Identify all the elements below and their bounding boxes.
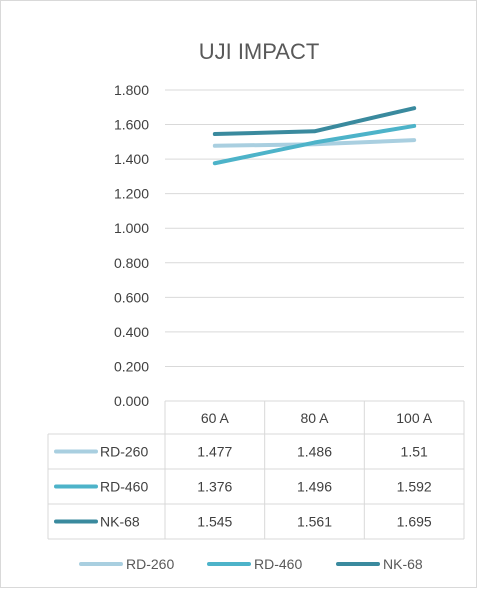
series-lines [212,106,417,166]
data-table: 60 A 80 A 100 A RD-260 1.477 1.486 1.51 RD-460 1… [47,401,465,540]
series-line-nk-68 [212,106,417,137]
y-tick-label: 1.200 [114,186,149,202]
table-row-header: NK-68 [100,514,140,530]
chart-title: UJI IMPACT [199,39,320,64]
y-tick-label: 0.800 [114,255,149,271]
legend-label: RD-460 [254,556,302,572]
gridlines [165,89,464,402]
data-value-cell: 1.51 [401,444,428,460]
y-tick-label: 0.400 [114,324,149,340]
data-value-cell: 1.561 [297,514,332,530]
series-line-rd-460 [212,123,417,166]
data-value-cell: 1.496 [297,479,332,495]
table-row-header: RD-260 [100,444,148,460]
data-value-cell: 1.695 [397,514,432,530]
y-tick-label: 1.600 [114,117,149,133]
table-row-header: RD-460 [100,479,148,495]
y-tick-label: 0.600 [114,289,149,305]
data-value-cell: 1.477 [197,444,232,460]
x-category-label: 60 A [201,410,230,426]
data-value-cell: 1.592 [397,479,432,495]
y-axis-ticks: 0.000 0.200 0.400 0.600 0.800 1.000 1.200 1.400… [114,82,149,409]
legend-label: NK-68 [383,556,423,572]
y-tick-label: 1.000 [114,220,149,236]
data-value-cell: 1.486 [297,444,332,460]
legend-label: RD-260 [126,556,174,572]
x-category-label: 80 A [300,410,329,426]
legend: RD-260 RD-460 NK-68 [79,556,423,572]
y-tick-label: 1.800 [114,82,149,98]
data-value-cell: 1.376 [197,479,232,495]
data-value-cell: 1.545 [197,514,232,530]
y-tick-label: 1.400 [114,151,149,167]
y-tick-label: 0.200 [114,358,149,374]
x-category-label: 100 A [396,410,432,426]
y-tick-label: 0.000 [114,393,149,409]
